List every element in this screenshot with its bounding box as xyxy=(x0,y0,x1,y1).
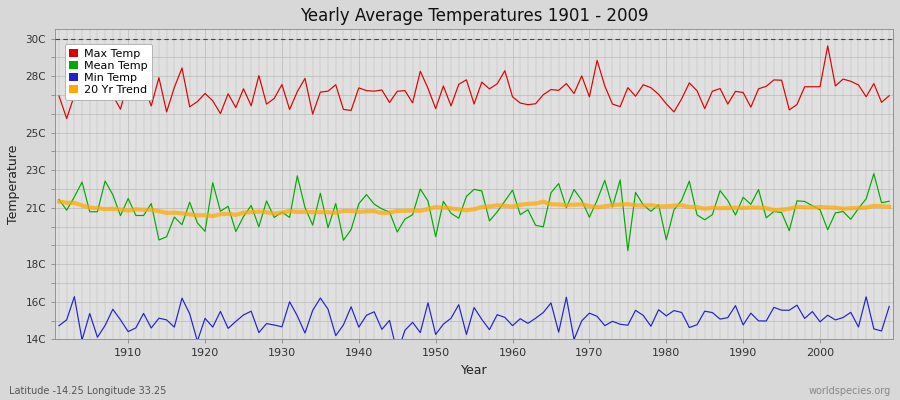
Text: worldspecies.org: worldspecies.org xyxy=(809,386,891,396)
Y-axis label: Temperature: Temperature xyxy=(7,145,20,224)
Legend: Max Temp, Mean Temp, Min Temp, 20 Yr Trend: Max Temp, Mean Temp, Min Temp, 20 Yr Tre… xyxy=(65,44,152,100)
Title: Yearly Average Temperatures 1901 - 2009: Yearly Average Temperatures 1901 - 2009 xyxy=(300,7,648,25)
X-axis label: Year: Year xyxy=(461,364,488,377)
Text: Latitude -14.25 Longitude 33.25: Latitude -14.25 Longitude 33.25 xyxy=(9,386,166,396)
